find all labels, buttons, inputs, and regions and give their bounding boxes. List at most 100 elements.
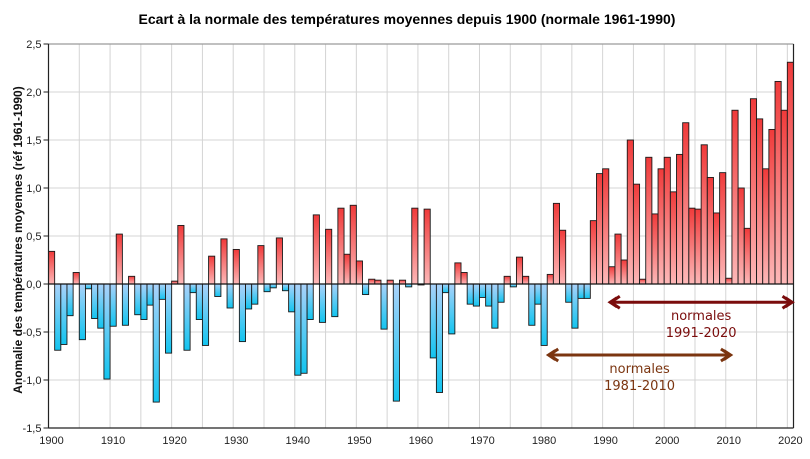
bar-1954 bbox=[380, 283, 388, 330]
bar-2019 bbox=[780, 109, 788, 285]
bar-1943 bbox=[312, 214, 320, 285]
bar-1929 bbox=[226, 283, 234, 309]
x-tick-label: 2000 bbox=[655, 435, 679, 447]
bar-1990 bbox=[602, 168, 610, 285]
bar-1922 bbox=[183, 283, 191, 351]
bar-1984 bbox=[565, 283, 573, 303]
bar-1902 bbox=[60, 283, 68, 345]
arrow-right-head-icon bbox=[781, 294, 795, 310]
bar-1938 bbox=[282, 283, 290, 292]
bar-1949 bbox=[349, 204, 357, 285]
bar-1911 bbox=[115, 233, 123, 285]
bar-1901 bbox=[54, 283, 62, 351]
axes bbox=[43, 43, 795, 429]
y-tick-label: -0,5 bbox=[23, 327, 42, 339]
bar-1979 bbox=[534, 283, 542, 305]
bars bbox=[48, 61, 794, 403]
y-tick-labels: -1,5 -1,0 -0,5 0,0 0,5 1,0 1,5 2,0 2,5 bbox=[23, 39, 42, 435]
annotation-normales-1991-2020: normales 1991-2020 bbox=[607, 294, 795, 341]
bar-1994 bbox=[626, 139, 634, 285]
x-tick-label: 1930 bbox=[224, 435, 248, 447]
x-tick-label: 1970 bbox=[470, 435, 494, 447]
bar-1940 bbox=[294, 283, 302, 376]
bar-1907 bbox=[91, 283, 99, 320]
bar-2011 bbox=[731, 109, 739, 285]
bar-1946 bbox=[331, 283, 339, 318]
bar-1977 bbox=[522, 275, 530, 285]
bar-1900 bbox=[48, 250, 56, 285]
bar-1921 bbox=[177, 224, 185, 285]
bar-1996 bbox=[639, 278, 647, 285]
bar-1918 bbox=[158, 283, 166, 300]
bar-1969 bbox=[472, 283, 480, 307]
bar-1970 bbox=[479, 283, 487, 298]
annotation-label-line2: 1981-2010 bbox=[604, 379, 675, 394]
bar-1931 bbox=[238, 283, 246, 343]
bar-1925 bbox=[201, 283, 210, 346]
bar-1956 bbox=[392, 283, 400, 402]
bar-2010 bbox=[725, 277, 733, 285]
bar-1962 bbox=[429, 283, 437, 359]
y-tick-label: -1,0 bbox=[23, 375, 42, 387]
annotation-label-line1: normales bbox=[671, 309, 732, 324]
bar-1935 bbox=[263, 283, 271, 293]
bar-1986 bbox=[577, 283, 585, 299]
bar-2001 bbox=[669, 191, 677, 285]
bar-1961 bbox=[423, 208, 431, 285]
bar-1932 bbox=[245, 283, 253, 310]
bar-1950 bbox=[355, 260, 363, 285]
bar-2002 bbox=[676, 153, 684, 285]
bar-1905 bbox=[78, 283, 86, 341]
bar-2000 bbox=[663, 156, 671, 285]
bar-2013 bbox=[743, 227, 751, 285]
bar-2012 bbox=[737, 187, 745, 285]
bar-1926 bbox=[208, 255, 216, 285]
x-tick-label: 2010 bbox=[717, 435, 741, 447]
bar-1967 bbox=[460, 272, 468, 285]
bar-2016 bbox=[762, 168, 770, 285]
bar-1983 bbox=[559, 229, 567, 285]
bar-1981 bbox=[546, 273, 554, 285]
bar-1913 bbox=[128, 275, 136, 285]
bar-1965 bbox=[448, 283, 456, 335]
bar-1978 bbox=[528, 283, 536, 326]
bar-1908 bbox=[97, 283, 105, 329]
bar-1959 bbox=[411, 207, 419, 285]
arrow-right-head-icon bbox=[720, 347, 733, 363]
bar-1982 bbox=[552, 202, 560, 285]
x-tick-label: 1960 bbox=[409, 435, 433, 447]
bar-1937 bbox=[275, 237, 283, 285]
bar-1914 bbox=[134, 283, 142, 316]
bar-1917 bbox=[152, 283, 160, 403]
bar-1903 bbox=[66, 283, 74, 317]
bar-1998 bbox=[651, 213, 659, 285]
bar-2015 bbox=[756, 118, 764, 285]
annotation-normales-1981-2010: normales 1981-2010 bbox=[545, 347, 734, 394]
y-tick-label: 1,5 bbox=[26, 135, 41, 147]
bar-1997 bbox=[645, 156, 653, 285]
bar-1933 bbox=[251, 283, 259, 305]
bar-1985 bbox=[571, 283, 579, 329]
bar-1995 bbox=[632, 183, 641, 285]
bar-2004 bbox=[688, 207, 696, 285]
bar-1993 bbox=[620, 259, 628, 285]
y-tick-label: 1,0 bbox=[26, 183, 41, 195]
bar-1939 bbox=[288, 283, 296, 313]
bar-1906 bbox=[84, 283, 93, 290]
y-tick-label: 0,0 bbox=[26, 279, 41, 291]
x-tick-label: 1980 bbox=[532, 435, 556, 447]
bar-1999 bbox=[657, 168, 665, 285]
bar-2018 bbox=[774, 80, 782, 285]
arrow-left-head-icon bbox=[608, 294, 621, 310]
bar-1968 bbox=[466, 283, 474, 305]
bar-1923 bbox=[189, 283, 197, 294]
bar-1964 bbox=[442, 283, 450, 294]
bar-1912 bbox=[121, 283, 129, 326]
bar-2014 bbox=[749, 98, 758, 285]
bar-1904 bbox=[72, 272, 80, 285]
bar-1924 bbox=[195, 283, 203, 320]
bar-2009 bbox=[719, 172, 727, 285]
bar-1919 bbox=[165, 283, 173, 354]
bar-1963 bbox=[435, 283, 444, 393]
bar-1989 bbox=[596, 173, 604, 285]
